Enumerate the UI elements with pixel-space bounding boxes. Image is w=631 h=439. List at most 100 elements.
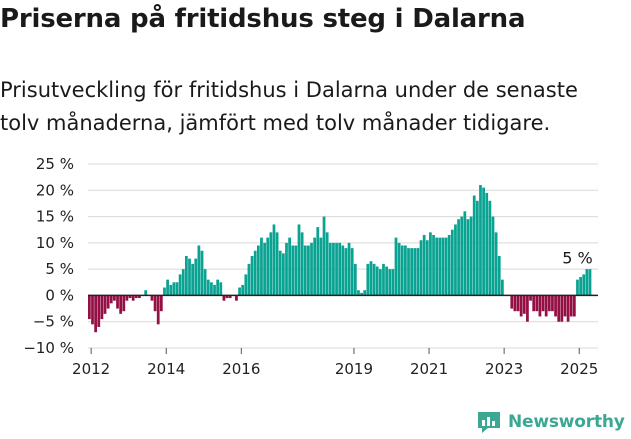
bar [156, 295, 160, 325]
bar [106, 295, 110, 309]
bar [285, 242, 288, 296]
bar [497, 256, 501, 296]
bar [184, 256, 188, 296]
y-tick-label: 10 % [36, 234, 74, 252]
bar [109, 295, 113, 304]
bar [566, 295, 570, 322]
bar [372, 263, 376, 296]
bar [100, 295, 104, 320]
y-tick-label: 0 % [45, 286, 74, 304]
bar [535, 295, 539, 312]
bar [238, 287, 241, 296]
bar [375, 266, 379, 296]
bar [457, 219, 460, 296]
bar [419, 240, 423, 296]
bar [97, 295, 101, 327]
bar [219, 282, 223, 296]
bar [388, 269, 392, 296]
bar [335, 242, 338, 296]
bar [404, 245, 407, 296]
bar [247, 263, 251, 296]
bar [532, 295, 536, 312]
y-tick-label: −10 % [23, 339, 74, 357]
bar [228, 295, 232, 299]
bar [360, 292, 363, 296]
bar [203, 269, 207, 296]
x-tick-label: 2023 [485, 360, 523, 378]
bar [416, 248, 420, 296]
bar [554, 295, 557, 317]
bar [303, 245, 307, 296]
bar [194, 258, 198, 296]
bar [166, 279, 169, 296]
bar [325, 232, 329, 296]
bar [307, 245, 310, 296]
bar [482, 187, 485, 296]
bar [410, 248, 414, 296]
bar [263, 242, 266, 296]
bar [294, 245, 298, 296]
bar [563, 295, 567, 317]
bar [522, 295, 526, 314]
bar [569, 295, 573, 317]
bar [394, 237, 398, 296]
bar [128, 295, 132, 299]
bar [188, 258, 191, 296]
bar [200, 250, 204, 296]
bar [159, 295, 163, 312]
bar [422, 234, 426, 296]
bar [557, 295, 561, 322]
bar [407, 248, 410, 296]
bar [213, 284, 216, 296]
bar [347, 242, 351, 296]
bar [501, 279, 504, 296]
bar [579, 277, 582, 296]
bar [113, 295, 116, 301]
bar [116, 295, 119, 309]
bar [241, 284, 245, 296]
bar [131, 295, 135, 301]
y-tick-label: 15 % [36, 208, 74, 226]
bar [413, 248, 417, 296]
bar [582, 274, 586, 296]
bar [494, 232, 498, 296]
bar [479, 185, 482, 296]
bar [216, 279, 220, 296]
bar [551, 295, 554, 312]
bar [538, 295, 542, 317]
bar [91, 295, 94, 325]
y-tick-label: 20 % [36, 181, 74, 199]
bar [454, 224, 457, 296]
bar [332, 242, 335, 296]
bar [469, 216, 473, 296]
bar [488, 200, 492, 296]
bar [103, 295, 107, 314]
bar [357, 290, 360, 296]
bar [144, 290, 148, 296]
x-tick-label: 2019 [335, 360, 373, 378]
bar [485, 192, 489, 296]
bar [150, 295, 154, 301]
bar [353, 263, 357, 296]
brand-name: Newsworthy [508, 412, 625, 432]
bar [244, 274, 248, 296]
bar [385, 266, 388, 296]
last-value-annotation: 5 % [562, 249, 592, 268]
bar [134, 295, 138, 299]
bar [350, 248, 354, 296]
bar [138, 295, 141, 299]
bar [432, 234, 435, 296]
bar [235, 295, 238, 301]
bar [560, 295, 564, 322]
bar [447, 234, 451, 296]
bar [281, 253, 285, 296]
x-tick-label: 2021 [410, 360, 448, 378]
bar [341, 245, 345, 296]
bar [272, 224, 276, 296]
chart-subtitle: Prisutveckling för fritidshus i Dalarna … [0, 78, 578, 135]
x-tick-label: 2012 [72, 360, 110, 378]
bar [291, 245, 295, 296]
bar [529, 295, 532, 301]
bar [256, 245, 260, 296]
bar [450, 229, 454, 296]
